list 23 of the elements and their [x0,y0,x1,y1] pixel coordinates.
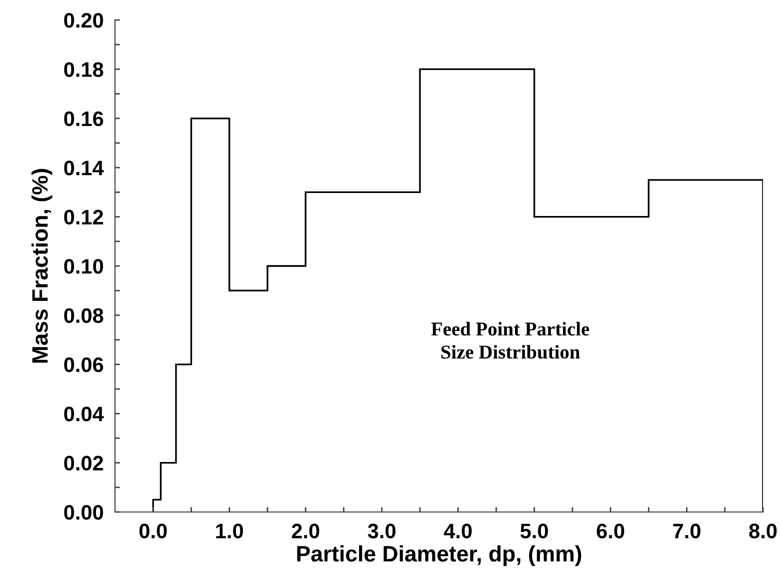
y-tick-label: 0.14 [64,160,104,176]
x-tick-label: 6.0 [596,524,624,538]
y-tick-label: 0.12 [64,210,104,225]
y-tick-label: 0.20 [64,13,104,28]
x-tick-label: 1.0 [216,524,243,538]
y-tick-label: 0.06 [64,357,104,372]
x-axis-title: Particle Diameter, dp, (mm) [297,545,582,566]
x-tick-label: 0.0 [139,524,167,538]
x-tick-label: 2.0 [292,524,320,538]
y-tick-label: 0.08 [64,308,104,323]
annotation: Feed Point Particle Size Distribution [431,322,590,359]
x-tick-label: 4.0 [444,524,472,538]
x-tick-label: 5.0 [520,524,548,538]
y-tick-label: 0.00 [64,505,104,520]
x-tick-label: 3.0 [368,524,396,538]
y-tick-label: 0.18 [64,62,104,77]
y-tick-label: 0.10 [64,259,104,274]
y-tick-label: 0.16 [64,111,104,126]
y-tick-label: 0.02 [64,456,104,471]
x-tick-label: 7.0 [673,524,700,538]
y-axis-title: Mass Fraction, (%) [32,168,52,363]
x-tick-label: 8.0 [749,524,777,538]
y-tick-label: 0.04 [64,406,104,422]
